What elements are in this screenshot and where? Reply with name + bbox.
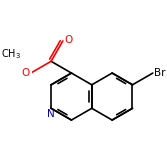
Text: CH$_3$: CH$_3$ [1, 47, 21, 61]
Text: O: O [64, 35, 73, 45]
Text: O: O [22, 68, 30, 78]
Text: Br: Br [154, 68, 166, 78]
Text: N: N [47, 109, 55, 119]
